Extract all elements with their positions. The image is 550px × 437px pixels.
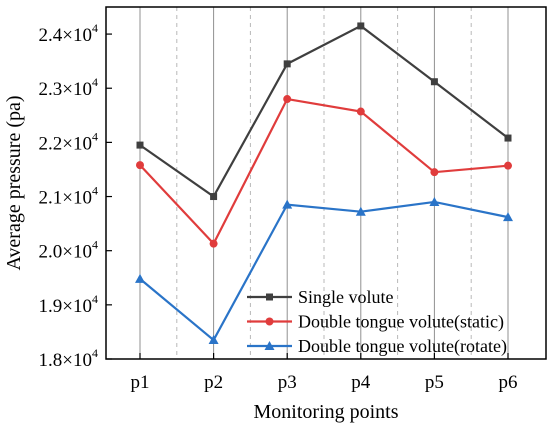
data-point bbox=[135, 273, 145, 283]
data-point bbox=[208, 335, 219, 345]
x-tick-label: p3 bbox=[278, 372, 297, 393]
data-point bbox=[283, 95, 292, 104]
data-point bbox=[209, 239, 218, 248]
y-tick-label: 1.9×104 bbox=[39, 292, 98, 317]
series-3 bbox=[135, 196, 513, 345]
y-tick-label: 2.3×104 bbox=[39, 75, 98, 100]
data-point bbox=[356, 107, 365, 116]
x-tick-label: p4 bbox=[351, 372, 371, 393]
data-point bbox=[210, 193, 218, 201]
legend-label: Double tongue volute(rotate) bbox=[298, 336, 507, 357]
data-point bbox=[282, 199, 293, 209]
x-axis-ticks: p1 p2 p3 p4 p5 p6 bbox=[131, 353, 518, 393]
data-point bbox=[429, 196, 440, 206]
series-line bbox=[139, 24, 509, 199]
data-point bbox=[504, 161, 512, 170]
y-tick-label: 2.0×104 bbox=[39, 238, 98, 263]
x-tick-label: p1 bbox=[131, 372, 150, 393]
data-point bbox=[430, 78, 438, 86]
x-axis-title: Monitoring points bbox=[253, 401, 398, 423]
y-tick-label: 2.1×104 bbox=[39, 184, 98, 209]
plot-frame bbox=[105, 6, 547, 360]
legend-marker bbox=[264, 341, 275, 350]
data-point bbox=[355, 206, 366, 216]
legend-entry: Double tongue volute(rotate) bbox=[247, 336, 507, 357]
data-point bbox=[357, 22, 365, 30]
series-2 bbox=[136, 95, 512, 248]
x-tick-label: p6 bbox=[499, 372, 518, 393]
data-point bbox=[504, 134, 512, 142]
data-point bbox=[136, 141, 144, 149]
legend-entry: Double tongue volute(static) bbox=[247, 312, 504, 333]
grid-lines bbox=[139, 7, 509, 359]
y-tick-label: 2.4×104 bbox=[39, 21, 98, 46]
series-group bbox=[135, 22, 513, 345]
data-point bbox=[136, 161, 144, 170]
y-tick-label: 1.8×104 bbox=[39, 346, 98, 371]
legend-marker bbox=[265, 317, 274, 326]
data-point bbox=[503, 212, 513, 222]
x-tick-label: p5 bbox=[425, 372, 444, 393]
legend-label: Double tongue volute(static) bbox=[298, 312, 504, 333]
x-tick-label: p2 bbox=[204, 372, 223, 393]
legend-entry: Single volute bbox=[247, 287, 394, 307]
data-point bbox=[430, 168, 439, 177]
y-axis-ticks: 1.8×104 1.9×104 2.0×104 2.1×104 2.2×104 2.3×1… bbox=[39, 21, 112, 371]
series-line bbox=[139, 200, 509, 342]
y-tick-label: 2.2×104 bbox=[39, 129, 98, 154]
y-axis-title: Average pressure (pa) bbox=[3, 95, 25, 270]
series-line bbox=[139, 97, 509, 246]
legend: Single volute Double tongue volute(static… bbox=[247, 287, 507, 357]
series-1 bbox=[136, 22, 512, 201]
data-point bbox=[283, 60, 291, 68]
legend-marker bbox=[266, 293, 273, 301]
legend-label: Single volute bbox=[298, 287, 394, 307]
